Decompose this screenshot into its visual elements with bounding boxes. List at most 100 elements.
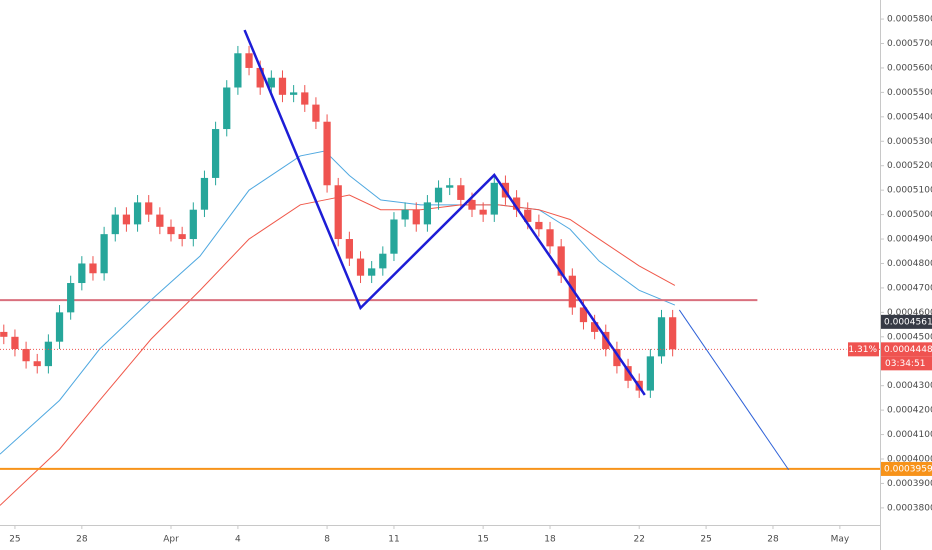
countdown-box <box>881 356 932 371</box>
candle-body <box>512 197 521 210</box>
candle-body <box>89 263 97 274</box>
x-tick-label: 15 <box>477 535 488 545</box>
candle-body <box>167 226 175 235</box>
y-tick-label: 0.00043000 <box>887 381 932 391</box>
x-tick-label: 28 <box>76 535 88 545</box>
candle-body <box>22 349 30 362</box>
candle-body <box>412 209 420 225</box>
y-tick-label: 0.00051000 <box>887 186 932 196</box>
candle-body <box>390 219 398 254</box>
y-tick-label: 0.00049000 <box>887 235 932 245</box>
candle-body <box>624 366 632 381</box>
candle-body <box>145 202 153 215</box>
candle-body <box>590 322 599 332</box>
x-tick-label: 25 <box>9 535 20 545</box>
candle-body <box>323 121 331 186</box>
candle-body <box>334 185 342 240</box>
candle-body <box>423 202 432 225</box>
x-tick-label: 25 <box>700 535 711 545</box>
y-tick-label: 0.00058000 <box>887 15 932 25</box>
candle-body <box>669 317 677 350</box>
candle-body <box>290 92 298 95</box>
change-label: -1.31% <box>845 345 877 355</box>
candle-body <box>579 307 588 323</box>
candle-body <box>312 104 320 122</box>
candle-body <box>479 209 487 215</box>
moving-average <box>0 194 676 506</box>
candle-body <box>200 177 209 210</box>
candle-body <box>368 268 376 276</box>
y-tick-label: 0.00048000 <box>887 259 932 269</box>
candle-body <box>11 336 19 350</box>
y-tick-label: 0.00038000 <box>887 503 932 513</box>
candle-body <box>646 356 654 391</box>
candle-body <box>223 87 231 130</box>
x-tick-label: 22 <box>633 535 644 545</box>
candle-body <box>490 182 498 215</box>
candle-body <box>557 246 565 276</box>
candle-body <box>67 283 75 313</box>
price-label-box <box>881 461 932 476</box>
candle-body <box>100 234 108 274</box>
candle-body <box>657 317 666 357</box>
y-tick-label: 0.00042000 <box>887 406 932 416</box>
candle-body <box>33 361 41 367</box>
x-tick-label: May <box>831 535 850 545</box>
candle-body <box>434 187 443 203</box>
y-tick-label: 0.00056000 <box>887 63 932 73</box>
candle-body <box>446 185 454 188</box>
y-tick-label: 0.00040000 <box>887 455 932 465</box>
y-tick-label: 0.00046000 <box>887 308 932 318</box>
candle-body <box>256 67 264 88</box>
candle-body <box>401 209 409 220</box>
y-tick-label: 0.00053000 <box>887 137 932 147</box>
candle-body <box>613 349 621 367</box>
x-tick-label: 8 <box>324 535 330 545</box>
candle-body <box>234 53 242 88</box>
candle-body <box>278 77 287 95</box>
y-tick-label: 0.00041000 <box>887 430 932 440</box>
change-box <box>848 342 879 357</box>
x-tick-label: Apr <box>163 535 179 545</box>
moving-average <box>0 150 676 455</box>
x-tick-label: 18 <box>544 535 556 545</box>
candle-body <box>345 239 353 259</box>
candle-body <box>524 209 532 222</box>
candle-body <box>156 214 164 227</box>
y-tick-label: 0.00055000 <box>887 88 932 98</box>
price-label: 0.00044487 <box>884 345 932 355</box>
candle-body <box>0 331 8 337</box>
candle-body <box>468 199 476 210</box>
candle-body <box>55 312 64 342</box>
price-label-box <box>881 314 932 329</box>
trend-drawing <box>678 309 790 471</box>
candle-body <box>546 229 554 247</box>
candle-body <box>122 214 131 225</box>
candle-body <box>245 53 253 68</box>
y-tick-label: 0.00050000 <box>887 210 932 220</box>
trend-drawing <box>243 29 646 396</box>
candle-body <box>568 275 576 308</box>
y-tick-label: 0.00057000 <box>887 39 932 49</box>
candle-body <box>189 209 197 240</box>
y-tick-label: 0.00052000 <box>887 161 932 171</box>
candle-body <box>178 234 186 240</box>
candle-body <box>133 202 142 225</box>
candle-body <box>78 263 86 284</box>
candle-body <box>267 77 275 88</box>
candle-body <box>211 129 220 178</box>
price-label: 0.00039594 <box>884 464 932 474</box>
countdown-label: 03:34:51 <box>885 359 925 369</box>
x-tick-label: 11 <box>388 535 399 545</box>
candle-body <box>301 92 309 105</box>
price-label: 0.00045612 <box>884 317 932 327</box>
y-tick-label: 0.00054000 <box>887 112 932 122</box>
price-label-box <box>881 342 932 357</box>
candle-body <box>379 253 387 269</box>
candle-body <box>44 341 53 367</box>
y-tick-label: 0.00045000 <box>887 332 932 342</box>
candle-body <box>111 214 119 235</box>
y-tick-label: 0.00039000 <box>887 479 932 489</box>
